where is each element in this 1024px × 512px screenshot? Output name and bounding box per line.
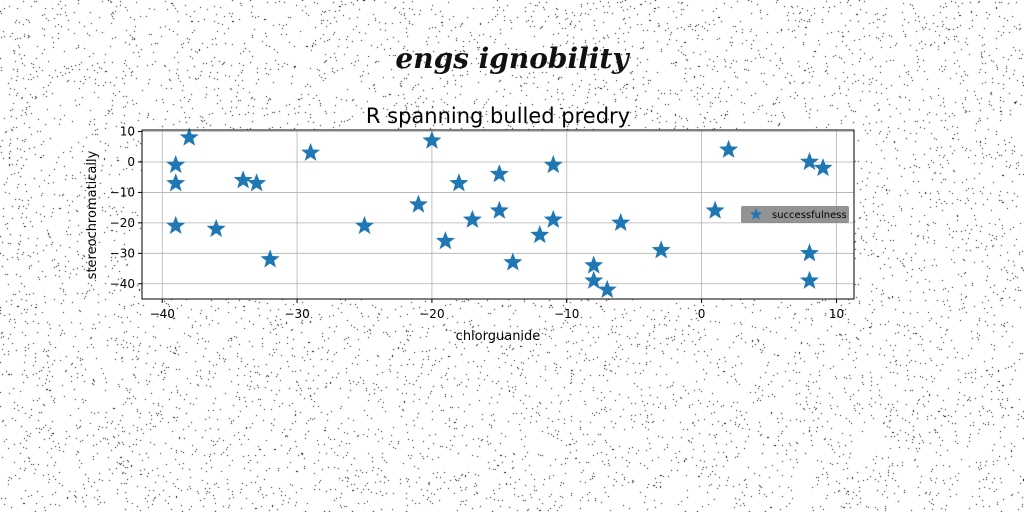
data-point-star xyxy=(260,249,280,268)
data-point-star xyxy=(462,209,482,228)
data-point-star xyxy=(233,170,253,189)
x-tick-label: −40 xyxy=(150,307,175,321)
y-tick-label: 0 xyxy=(127,155,135,169)
y-tick-label: −10 xyxy=(110,185,135,199)
data-point-star xyxy=(719,139,739,158)
data-point-star xyxy=(435,231,455,250)
chart-title: R spanning bulled predry xyxy=(366,104,630,128)
data-point-star xyxy=(597,279,617,298)
data-point-star xyxy=(799,243,820,262)
y-tick-label: −30 xyxy=(110,246,135,260)
data-point-star xyxy=(408,194,428,213)
data-point-star xyxy=(247,173,267,192)
data-point-star xyxy=(705,200,725,219)
x-tick-label: −10 xyxy=(554,307,579,321)
legend-label: successfulness xyxy=(772,210,847,221)
data-point-star xyxy=(166,215,186,235)
legend-star-icon xyxy=(749,208,763,220)
y-axis-label: stereochromatically xyxy=(85,150,100,279)
data-point-star xyxy=(166,173,186,192)
data-points xyxy=(166,127,833,298)
data-point-star xyxy=(301,142,321,161)
data-point-star xyxy=(813,158,833,177)
data-point-star xyxy=(166,155,186,174)
data-point-star xyxy=(179,127,199,146)
x-tick-label: −20 xyxy=(419,307,444,321)
x-tick-label: −30 xyxy=(284,307,309,321)
y-tick-label: −20 xyxy=(110,216,135,230)
x-tick-label: 10 xyxy=(829,307,844,321)
data-point-star xyxy=(206,218,226,238)
data-point-star xyxy=(543,155,563,174)
data-point-star xyxy=(543,209,563,228)
axis-ticks: −40 −30 −20 −10 0 10 10 0 −10 −20 −30 −40 xyxy=(110,125,844,321)
data-point-star xyxy=(354,215,375,235)
x-axis-label: chlorguanide xyxy=(456,329,541,344)
data-point-star xyxy=(503,252,523,271)
data-point-star xyxy=(489,200,509,219)
data-point-star xyxy=(489,164,509,183)
y-tick-label: −40 xyxy=(110,277,135,291)
grid xyxy=(142,130,854,299)
data-point-star xyxy=(611,212,631,231)
data-point-star xyxy=(651,240,671,259)
legend: successfulness xyxy=(741,206,849,223)
legend-box xyxy=(741,206,849,223)
figure-title: engs ignobility xyxy=(395,42,629,75)
data-point-star xyxy=(799,151,820,171)
data-point-star xyxy=(799,270,820,289)
data-point-star xyxy=(530,225,550,244)
y-tick-label: 10 xyxy=(120,125,135,139)
plot-frame xyxy=(141,129,855,300)
data-point-star xyxy=(584,255,604,274)
x-tick-label: 0 xyxy=(698,307,706,321)
data-point-star xyxy=(422,130,442,149)
data-point-star xyxy=(449,173,469,192)
data-point-star xyxy=(584,270,604,289)
